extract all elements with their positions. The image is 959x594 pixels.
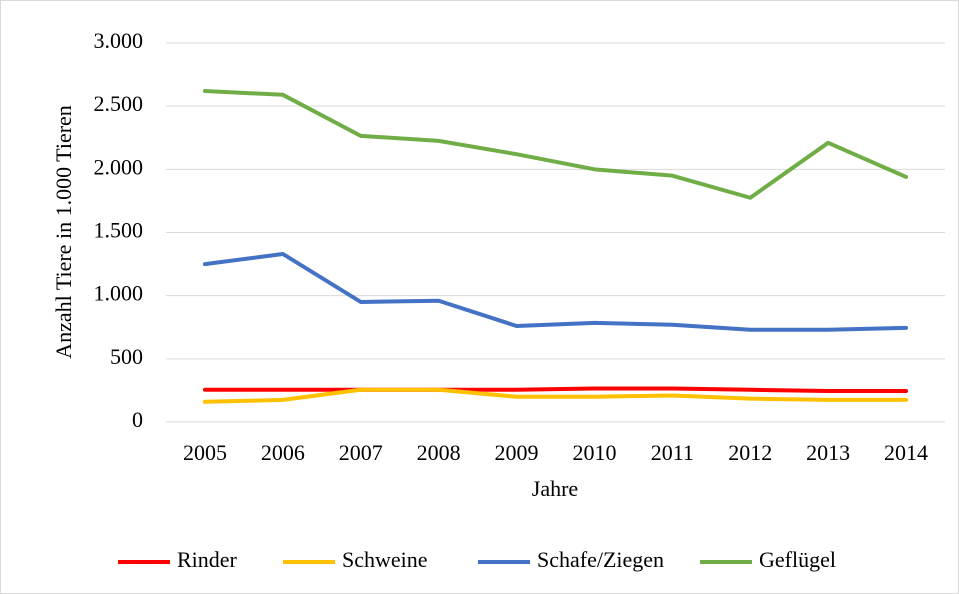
y-tick-label: 2.500 (94, 91, 144, 116)
series-line (202, 386, 909, 394)
x-tick-label: 2006 (261, 440, 305, 465)
x-tick-label: 2011 (651, 440, 694, 465)
y-tick-label: 0 (132, 407, 143, 432)
x-tick-label: 2007 (339, 440, 383, 465)
series-line (202, 251, 909, 332)
y-tick-label: 2.000 (94, 154, 144, 179)
legend-label: Rinder (177, 547, 238, 572)
y-axis-label: Anzahl Tiere in 1.000 Tieren (51, 105, 76, 359)
y-tick-label: 1.500 (94, 218, 144, 243)
x-tick-label: 2005 (183, 440, 227, 465)
legend-label: Schafe/Ziegen (537, 547, 664, 572)
series-line (202, 387, 909, 404)
legend-label: Geflügel (759, 547, 836, 572)
y-tick-label: 500 (110, 344, 143, 369)
x-tick-label: 2009 (495, 440, 539, 465)
x-axis-label: Jahre (532, 476, 578, 501)
x-tick-label: 2014 (884, 440, 928, 465)
x-tick-label: 2013 (806, 440, 850, 465)
series-line (202, 89, 909, 200)
y-tick-label: 1.000 (94, 281, 144, 306)
x-tick-label: 2008 (417, 440, 461, 465)
legend-label: Schweine (342, 547, 428, 572)
x-tick-label: 2010 (572, 440, 616, 465)
y-tick-label: 3.000 (94, 28, 144, 53)
x-tick-label: 2012 (728, 440, 772, 465)
